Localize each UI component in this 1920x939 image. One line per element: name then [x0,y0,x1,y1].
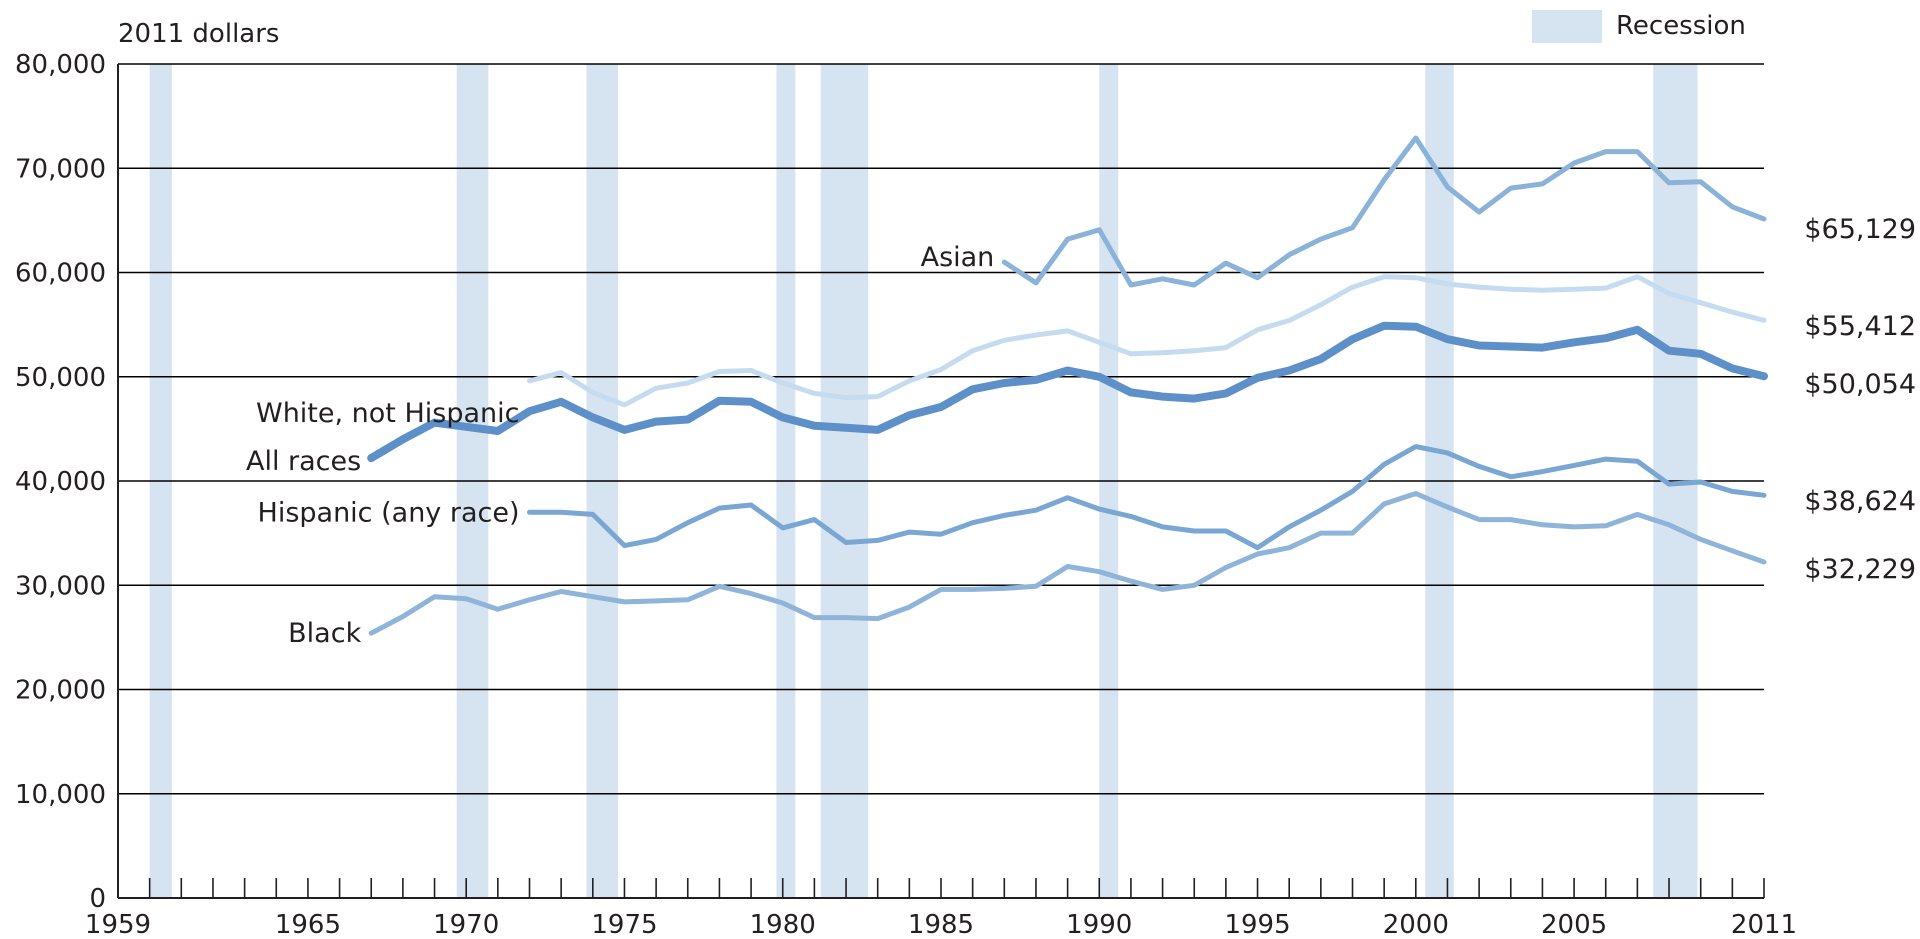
series-line-all-races [367,321,1768,463]
end-value-label-black: $32,229 [1804,554,1916,585]
end-value-label-asian: $65,129 [1804,214,1916,245]
end-value-label-white-not-hispanic: $55,412 [1804,311,1916,342]
x-tick-label: 1970 [433,910,499,939]
series-line-asian [1001,135,1767,288]
series-label-all-races: All races [246,446,361,477]
legend-label-recession: Recession [1616,11,1746,41]
legend: Recession [1532,10,1746,43]
x-tick-label: 1985 [908,910,974,939]
axes: 0 10,000 20,000 30,000 40,000 50,000 60,000 70,… [15,50,1797,939]
x-tick-label: 2005 [1541,910,1607,939]
series-lines [367,135,1768,636]
x-tick-label: 1990 [1066,910,1132,939]
legend-swatch-recession [1532,10,1602,43]
x-tick-label: 1995 [1224,910,1290,939]
end-value-label-all-races: $50,054 [1804,369,1916,400]
y-tick-label: 10,000 [15,780,106,810]
y-tick-label: 60,000 [15,259,106,289]
series-line-black [368,491,1767,636]
y-tick-label: 30,000 [15,571,106,601]
y-tick-label: 80,000 [15,50,106,80]
y-tick-label: 70,000 [15,154,106,184]
x-tick-label: 2011 [1731,910,1797,939]
end-value-label-hispanic-any-race: $38,624 [1804,486,1916,517]
y-tick-label: 0 [89,884,106,914]
series-labels: Asian White, not Hispanic All races Hispani… [246,214,1916,649]
series-label-hispanic-any-race: Hispanic (any race) [258,497,520,528]
y-tick-label: 20,000 [15,676,106,706]
unit-label: 2011 dollars [118,19,279,49]
y-tick-label: 40,000 [15,467,106,497]
series-label-asian: Asian [921,242,995,273]
series-line-hispanic-any-race [527,444,1767,551]
x-tick-label: 1965 [275,910,341,939]
series-line-white-not-hispanic [527,274,1767,408]
gridlines [118,63,1764,795]
x-tick-label: 1959 [85,910,151,939]
series-label-black: Black [288,618,361,649]
x-tick-label: 1980 [750,910,816,939]
x-tick-label: 2000 [1383,910,1449,939]
x-tick-label: 1975 [591,910,657,939]
series-label-white-not-hispanic: White, not Hispanic [256,398,520,429]
y-tick-label: 50,000 [15,363,106,393]
